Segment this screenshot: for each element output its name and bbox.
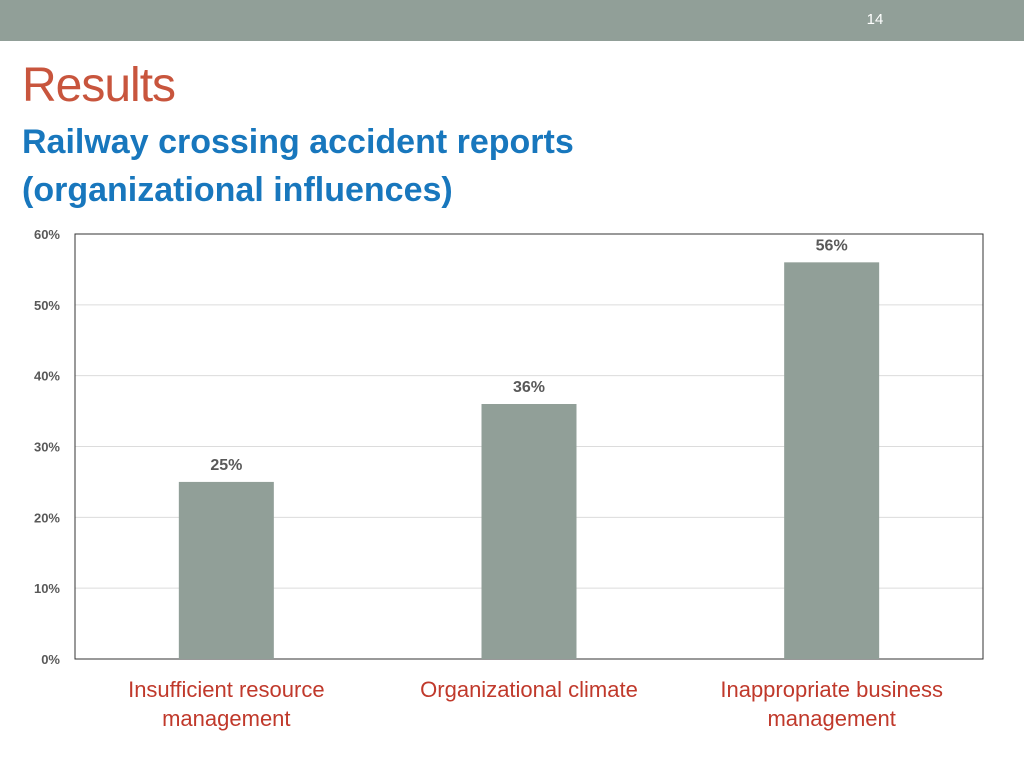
data-label: 56% (816, 237, 848, 254)
category-label: Inappropriate business management (720, 677, 943, 731)
y-tick-label: 40% (34, 369, 60, 384)
y-tick-label: 30% (34, 440, 60, 455)
bar (178, 481, 274, 659)
category-label: Insufficient resource management (128, 677, 325, 731)
y-tick-label: 60% (34, 227, 60, 242)
y-tick-label: 0% (41, 652, 60, 667)
slide-title: Results (22, 59, 176, 112)
data-label: 25% (210, 457, 242, 474)
y-tick-label: 50% (34, 298, 60, 313)
data-label: 36% (513, 379, 545, 396)
y-tick-label: 10% (34, 581, 60, 596)
y-tick-label: 20% (34, 510, 60, 525)
category-label: Organizational climate (420, 677, 638, 702)
header-bar (0, 0, 1024, 41)
bar (481, 404, 577, 659)
bar (784, 262, 880, 659)
slide-subtitle: Railway crossing accident reports (organ… (22, 123, 574, 209)
slide-number: 14 (866, 11, 884, 28)
